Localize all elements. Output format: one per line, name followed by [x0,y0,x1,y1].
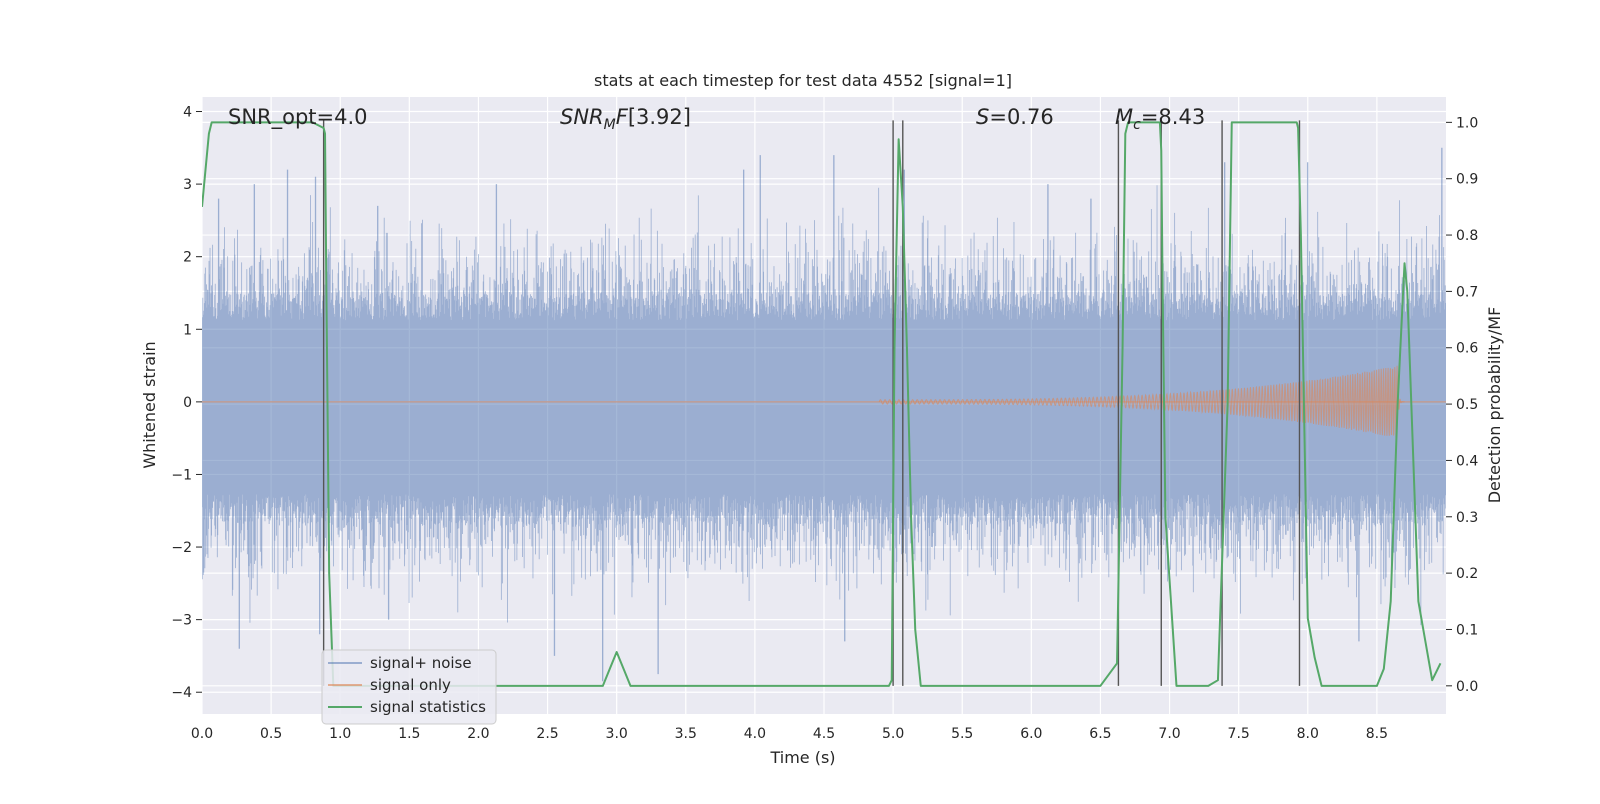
y-left-tick-label: −1 [171,467,192,483]
x-tick-label: 5.5 [951,726,973,742]
y-axis-right-ticks: 0.0 0.1 0.2 0.3 0.4 0.5 0.6 0.7 0.8 0.9 1.0 [1446,115,1478,695]
x-tick-label: 0.0 [191,726,213,742]
y-right-tick-label: 0.9 [1456,172,1478,188]
x-tick-label: 6.0 [1020,726,1042,742]
series-signal-statistics [202,121,1442,687]
annotation-s-value: =0.76 [989,105,1053,129]
y-left-tick-label: −4 [171,685,192,701]
signal-only-chirp [878,365,1405,438]
x-tick-label: 8.0 [1297,726,1319,742]
annotation-snr-mf-value: [3.92] [628,105,691,129]
legend-box [321,649,497,725]
chart-title: stats at each timestep for test data 455… [594,71,1012,90]
x-axis-ticks: 0.0 0.5 1.0 1.5 2.0 2.5 3.0 3.5 4.0 4.5 5.0 5.5 6.0 6… [191,726,1388,742]
x-tick-label: 4.5 [813,726,835,742]
y-left-tick-label: 4 [183,105,192,121]
x-tick-label: 1.0 [329,726,351,742]
y-left-tick-label: 2 [183,250,192,266]
annotation-mc: Mc=8.43 [1115,105,1205,133]
y-right-tick-label: 0.8 [1456,228,1478,244]
annotation-snr-mf: SNRMF[3.92] [560,105,691,133]
y-right-tick-label: 0.7 [1456,284,1478,300]
y-left-tick-label: −3 [171,613,192,629]
x-tick-label: 2.0 [467,726,489,742]
y-right-tick-label: 0.1 [1456,622,1478,638]
y-right-tick-label: 0.0 [1456,679,1478,695]
annotation-mc-value: =8.43 [1141,105,1205,129]
signal-statistics-line [202,121,1442,687]
y-axis-left-ticks: −4 −3 −2 −1 0 1 2 3 4 [171,105,202,701]
x-axis-label: Time (s) [769,748,835,767]
y-right-tick-label: 0.5 [1456,397,1478,413]
x-tick-label: 6.5 [1089,726,1111,742]
x-tick-label: 3.5 [675,726,697,742]
y-left-tick-label: −2 [171,540,192,556]
legend: signal+ noise signal only signal statist… [321,649,497,725]
y-axis-right-label: Detection probability/MF [1485,307,1504,504]
annotation-s-stat: S=0.76 [976,105,1054,129]
y-right-tick-label: 0.3 [1456,510,1478,526]
y-right-tick-label: 0.2 [1456,566,1478,582]
x-tick-label: 5.0 [882,726,904,742]
annotation-snr-opt: SNR_opt=4.0 [228,105,368,130]
y-axis-left-label: Whitened strain [140,341,159,468]
y-left-tick-label: 0 [183,395,192,411]
legend-label-signal-noise: signal+ noise [370,654,472,672]
x-tick-label: 7.0 [1158,726,1180,742]
x-tick-label: 4.0 [744,726,766,742]
y-left-tick-label: 3 [183,177,192,193]
legend-label-signal-only: signal only [370,676,451,694]
y-right-tick-label: 0.6 [1456,341,1478,357]
x-tick-label: 0.5 [260,726,282,742]
series-signal-only [202,365,1446,438]
x-tick-label: 2.5 [536,726,558,742]
x-tick-label: 3.0 [606,726,628,742]
x-tick-label: 7.5 [1228,726,1250,742]
x-tick-label: 1.5 [398,726,420,742]
y-right-tick-label: 1.0 [1456,115,1478,131]
x-tick-label: 8.5 [1366,726,1388,742]
y-left-tick-label: 1 [183,322,192,338]
legend-label-signal-statistics: signal statistics [370,698,486,716]
y-right-tick-label: 0.4 [1456,453,1478,469]
